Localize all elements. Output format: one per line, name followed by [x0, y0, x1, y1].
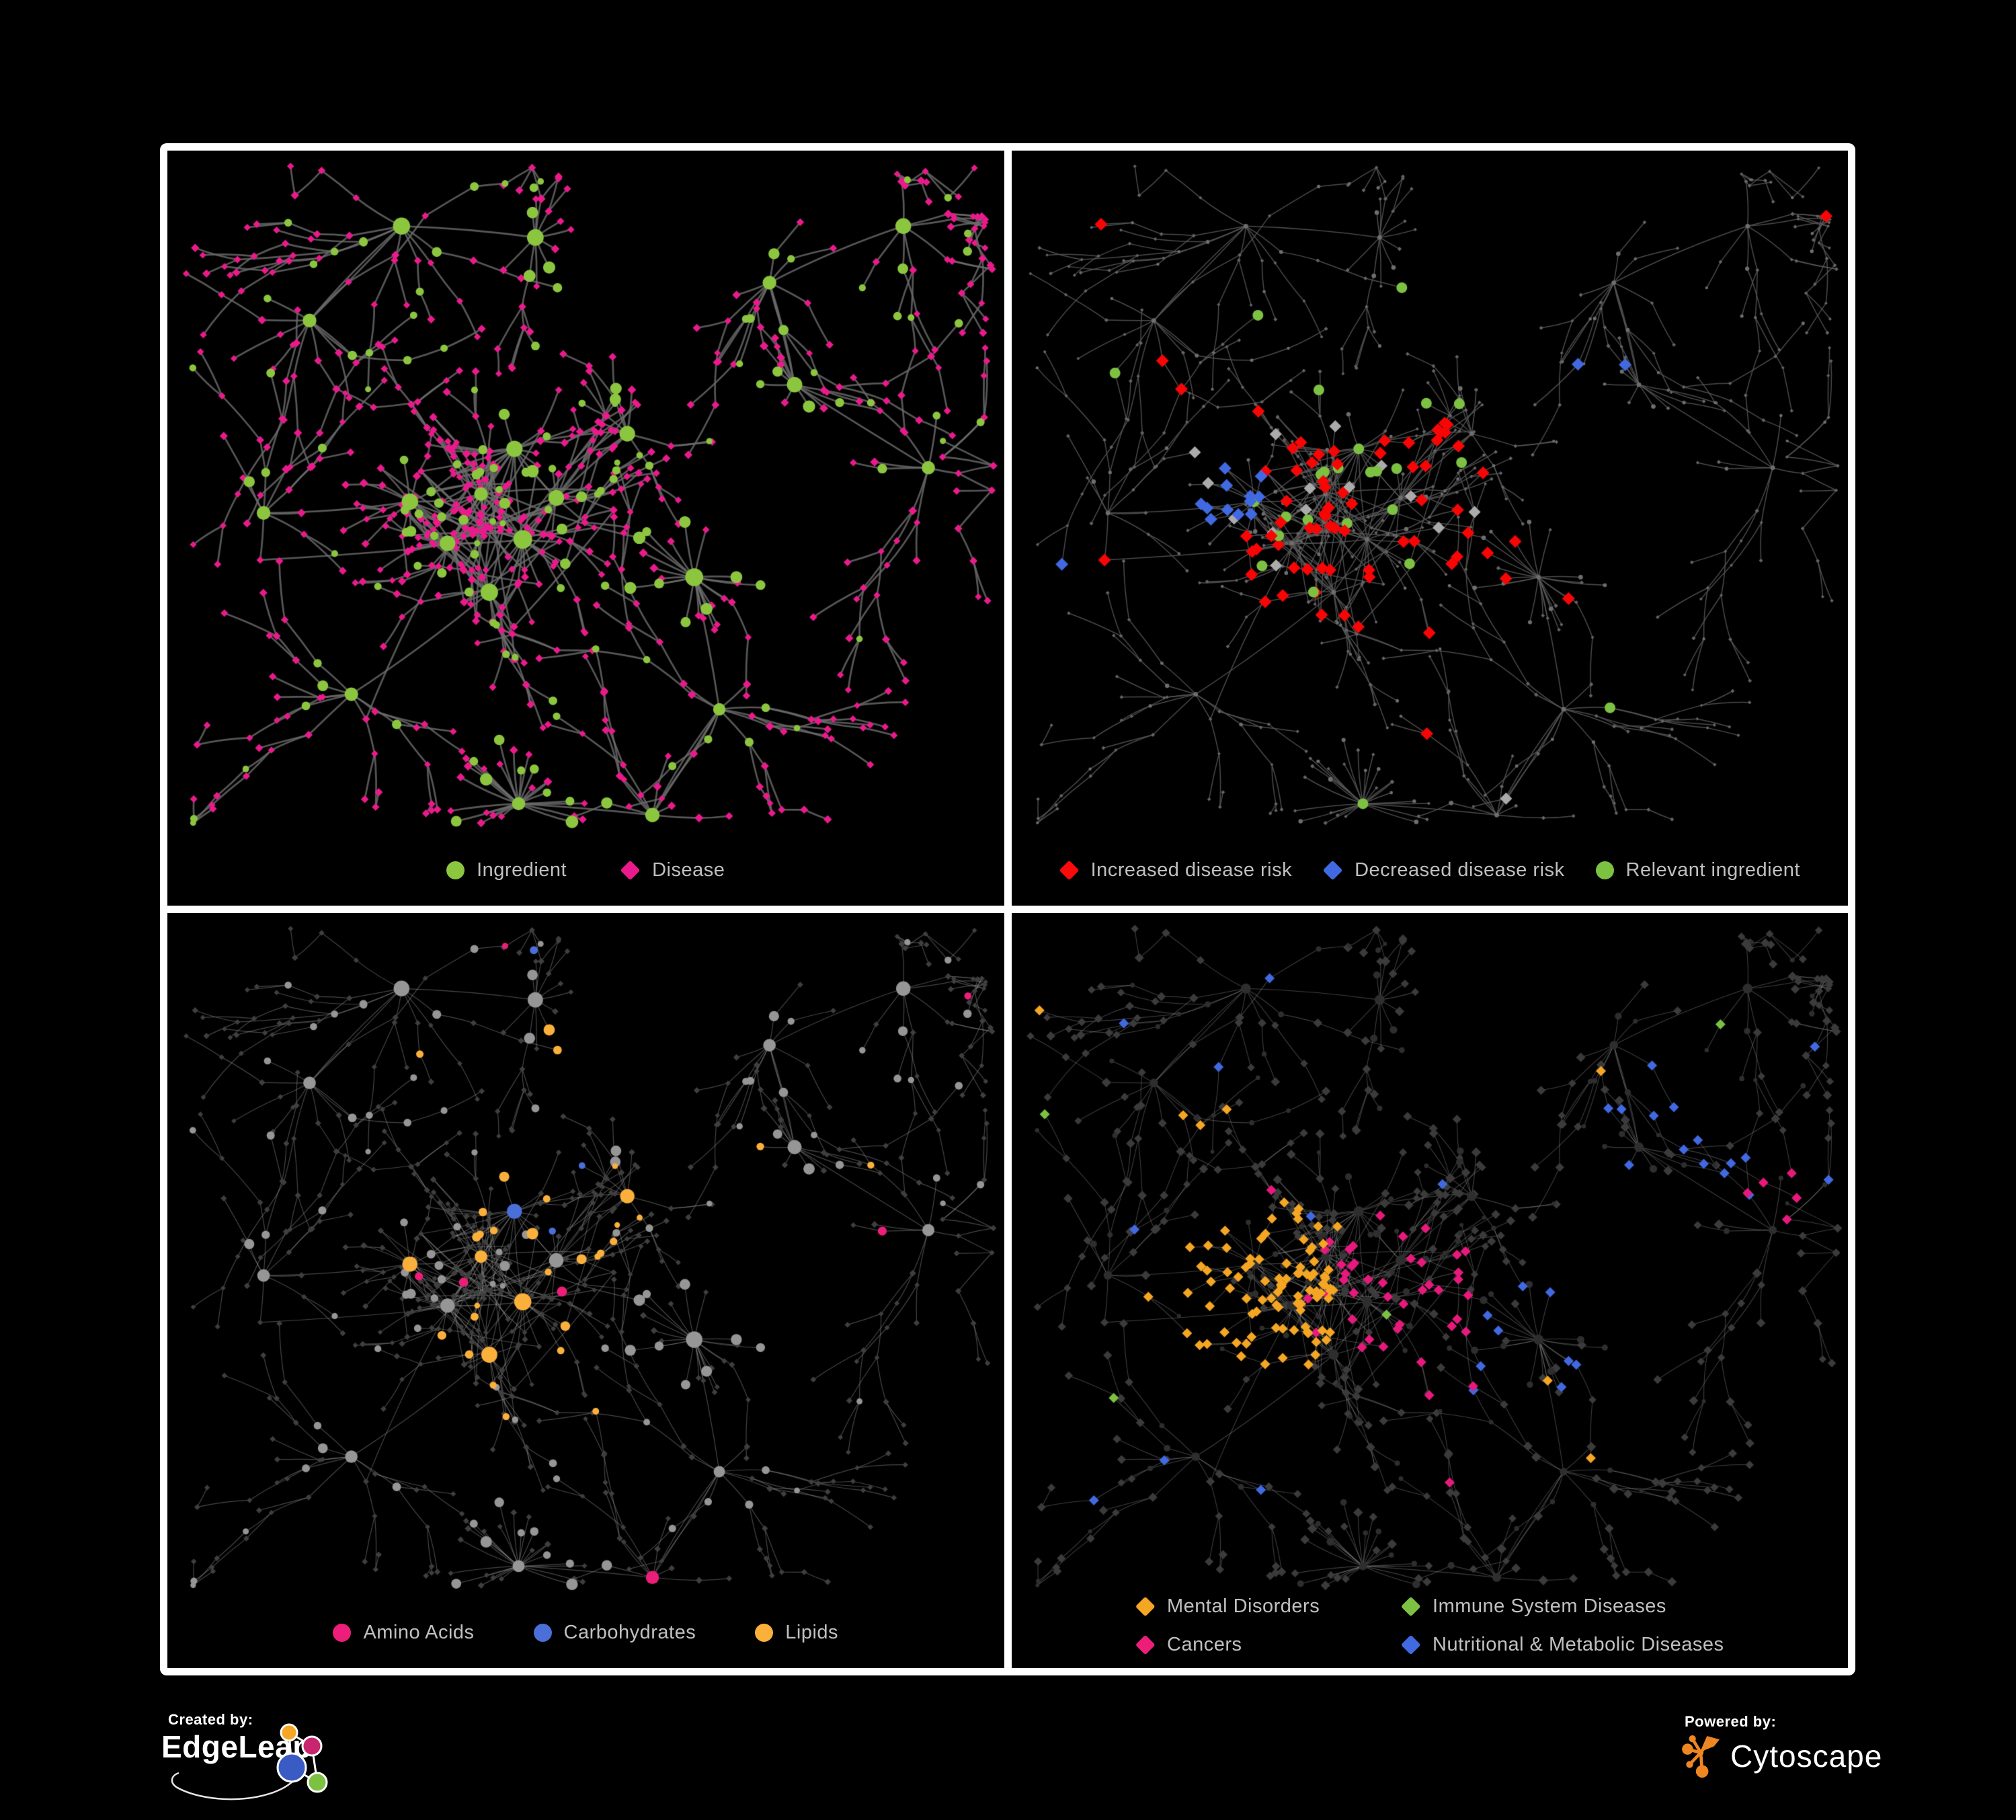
legend-item-ingredient: Ingredient	[446, 859, 567, 881]
nutritional-metabolic-swatch-icon	[1400, 1634, 1421, 1655]
cytoscape-logo-icon	[1682, 1735, 1720, 1778]
panel-nutrient-classes: Amino Acids Carbohydrates Lipids	[167, 913, 1004, 1668]
legend-item-nutritional-metabolic-diseases: Nutritional & Metabolic Diseases	[1400, 1634, 1724, 1656]
increased-risk-swatch-icon	[1059, 860, 1079, 881]
legend-label: Amino Acids	[363, 1622, 475, 1643]
legend-item-carbohydrates: Carbohydrates	[533, 1622, 696, 1644]
legend-item-cancers: Cancers	[1135, 1634, 1401, 1656]
edgeleap-logo-icon	[171, 1723, 328, 1801]
network-canvas-ingredient-disease	[167, 151, 1004, 906]
legend-item-immune-system-diseases: Immune System Diseases	[1400, 1595, 1724, 1618]
legend-label: Lipids	[785, 1622, 839, 1643]
carbohydrates-swatch-icon	[533, 1624, 552, 1642]
cytoscape-wordmark: Cytoscape	[1730, 1739, 1883, 1774]
legend-label: Immune System Diseases	[1433, 1595, 1666, 1617]
mental-disorders-swatch-icon	[1135, 1596, 1156, 1617]
legend-disease-risk: Increased disease risk Decreased disease…	[1012, 859, 1849, 881]
legend-item-increased-risk: Increased disease risk	[1059, 859, 1293, 881]
legend-nutrient-classes: Amino Acids Carbohydrates Lipids	[167, 1622, 1004, 1644]
powered-by-block: Powered by: Cytoscape	[1679, 1713, 1908, 1807]
lipids-swatch-icon	[755, 1624, 774, 1642]
panel-ingredient-disease: Ingredient Disease	[167, 151, 1004, 906]
panel-disease-risk: Increased disease risk Decreased disease…	[1011, 151, 1849, 906]
legend-label: Disease	[652, 859, 725, 881]
legend-label: Mental Disorders	[1167, 1595, 1320, 1617]
created-by-block: Created by: EdgeLeap	[161, 1711, 390, 1819]
legend-label: Increased disease risk	[1090, 859, 1293, 881]
created-by-label: Created by:	[168, 1711, 253, 1728]
legend-item-decreased-risk: Decreased disease risk	[1322, 859, 1565, 881]
legend-item-mental-disorders: Mental Disorders	[1135, 1595, 1401, 1618]
ingredient-swatch-icon	[446, 861, 465, 879]
powered-by-label: Powered by:	[1685, 1713, 1777, 1730]
disease-swatch-icon	[620, 860, 641, 881]
immune-system-swatch-icon	[1400, 1596, 1421, 1617]
legend-disease-categories: Mental Disorders Immune System Diseases …	[1135, 1595, 1724, 1656]
legend-item-relevant-ingredient: Relevant ingredient	[1595, 859, 1800, 881]
legend-item-disease: Disease	[620, 859, 725, 881]
network-canvas-disease-risk	[1011, 151, 1848, 906]
legend-label: Decreased disease risk	[1355, 859, 1565, 881]
legend-item-amino-acids: Amino Acids	[333, 1622, 474, 1644]
cancers-swatch-icon	[1135, 1634, 1156, 1655]
amino-acids-swatch-icon	[333, 1624, 352, 1642]
relevant-ingredient-swatch-icon	[1595, 861, 1614, 879]
legend-label: Relevant ingredient	[1625, 859, 1800, 881]
legend-label: Nutritional & Metabolic Diseases	[1433, 1634, 1724, 1655]
legend-item-lipids: Lipids	[755, 1622, 838, 1644]
legend-label: Carbohydrates	[563, 1622, 696, 1643]
legend-label: Cancers	[1167, 1634, 1242, 1655]
network-canvas-nutrient-classes	[167, 913, 1004, 1668]
network-canvas-disease-categories	[1011, 913, 1848, 1668]
legend-ingredient-disease: Ingredient Disease	[167, 859, 1004, 881]
decreased-risk-swatch-icon	[1322, 860, 1343, 881]
figure-frame: Ingredient Disease Increased disease ris…	[160, 143, 1855, 1675]
legend-label: Ingredient	[477, 859, 567, 881]
panel-disease-categories: Mental Disorders Immune System Diseases …	[1011, 913, 1848, 1668]
